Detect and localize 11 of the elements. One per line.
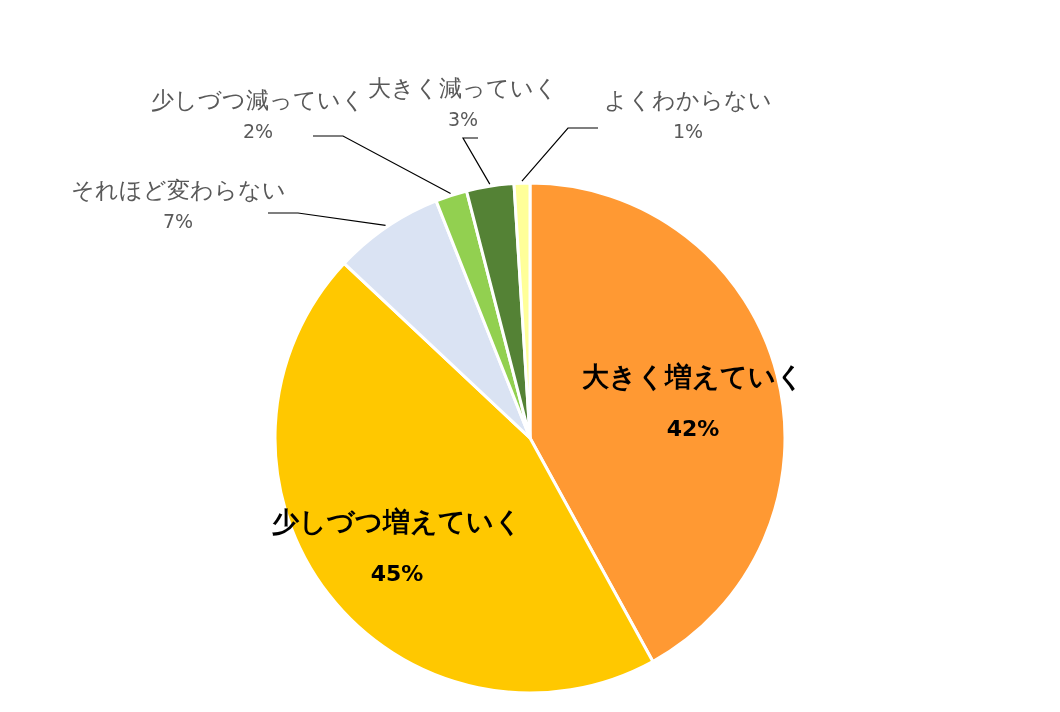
data-label: 42% [666, 416, 720, 442]
data-label: 3% [447, 108, 479, 130]
data-label: 45% [370, 561, 424, 587]
data-label: 2% [242, 120, 274, 142]
data-label: 7% [162, 210, 194, 232]
slice-label: 大きく減っていく [368, 75, 558, 101]
data-label: 1% [672, 120, 704, 142]
slice-label: 大きく増えていく [582, 361, 805, 393]
slice-label: それほど変わらない [70, 177, 286, 203]
slice-label: 少しづつ減っていく [151, 87, 365, 113]
slice-label: よくわからない [604, 87, 772, 113]
